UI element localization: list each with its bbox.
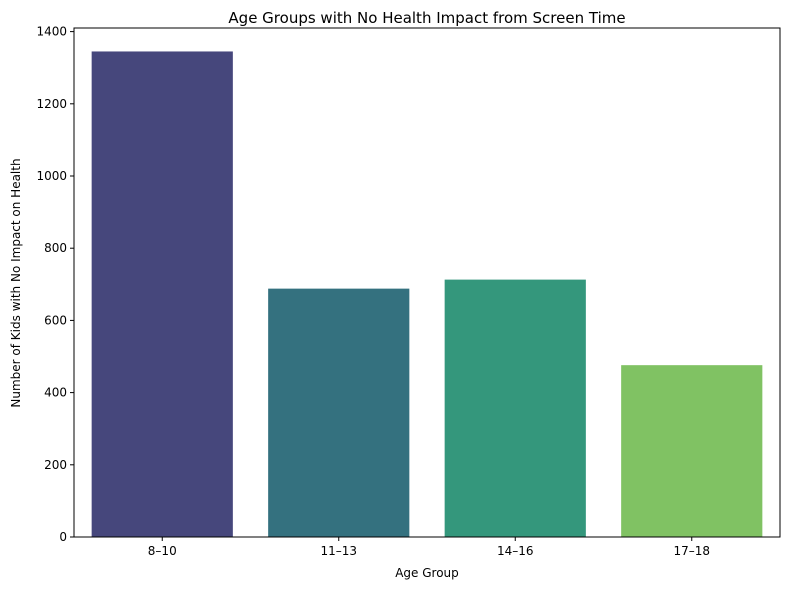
x-axis-label: Age Group (395, 566, 459, 580)
x-axis: 8–10 11–13 14–16 17–18 (148, 537, 710, 558)
y-axis-label: Number of Kids with No Impact on Health (9, 158, 23, 407)
y-tick-label-2: 400 (44, 386, 67, 400)
y-axis: 0 200 400 600 800 1000 1200 1400 (36, 25, 74, 544)
y-tick-label-5: 1000 (36, 169, 67, 183)
chart-title: Age Groups with No Health Impact from Sc… (228, 9, 625, 27)
plot-frame (73, 27, 781, 538)
bar-2 (444, 279, 586, 537)
bar-0 (91, 51, 233, 537)
x-tick-label-0: 8–10 (148, 544, 177, 558)
y-tick-label-0: 0 (59, 530, 67, 544)
bars-group (91, 51, 763, 537)
y-tick-label-6: 1200 (36, 97, 67, 111)
y-tick-label-1: 200 (44, 458, 67, 472)
bar-3 (621, 365, 763, 537)
y-tick-label-7: 1400 (36, 25, 67, 39)
y-tick-label-3: 600 (44, 313, 67, 327)
x-tick-label-3: 17–18 (673, 544, 710, 558)
y-tick-label-4: 800 (44, 241, 67, 255)
x-tick-label-1: 11–13 (320, 544, 357, 558)
x-tick-label-2: 14–16 (497, 544, 534, 558)
bar-1 (268, 288, 410, 537)
